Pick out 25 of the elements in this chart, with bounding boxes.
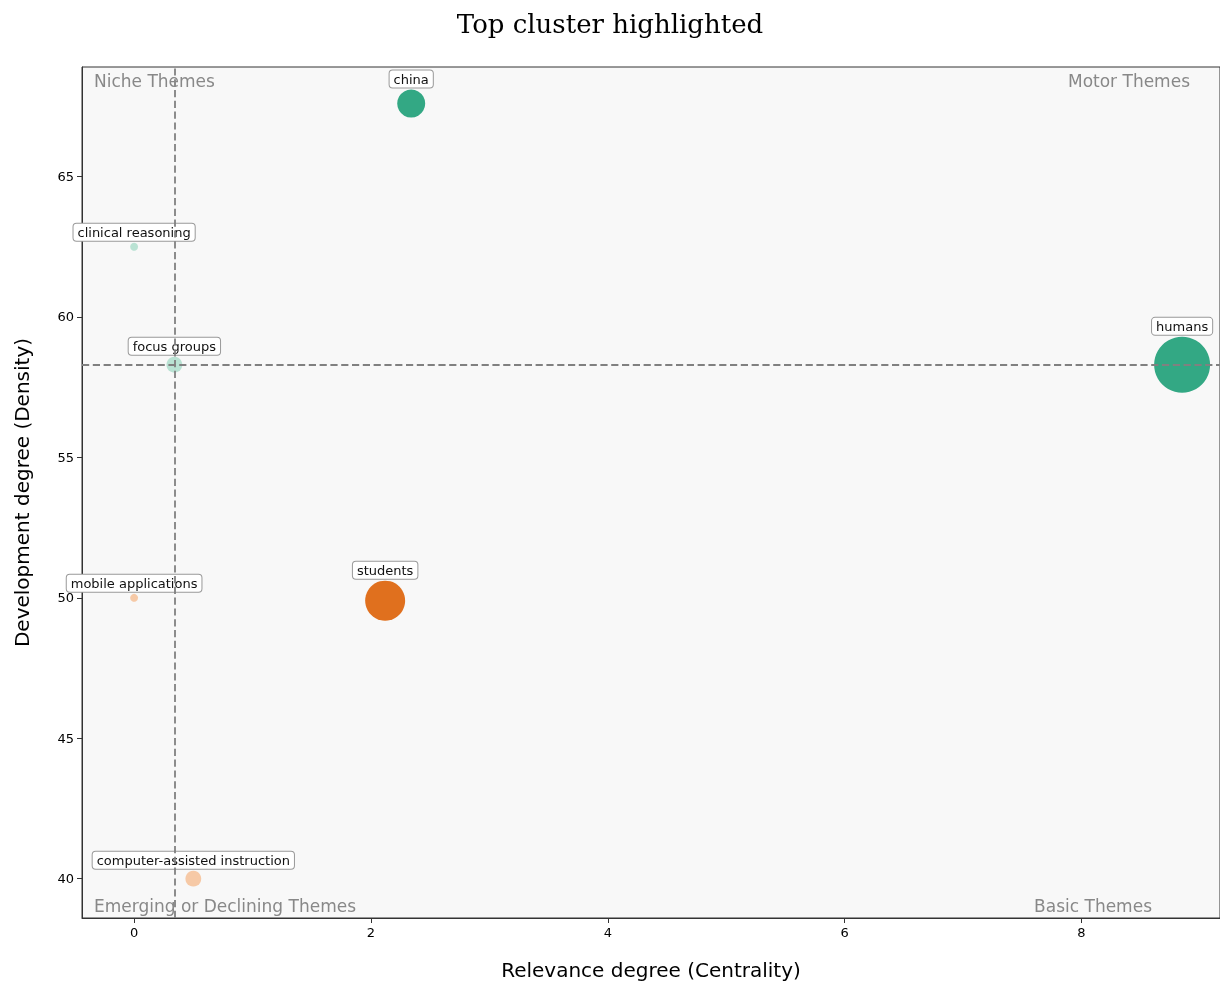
y-tick-label: 55 [57,449,74,465]
x-axis-title: Relevance degree (Centrality) [501,958,801,982]
annotation: Basic Themes [1034,895,1153,916]
series-label: students [356,562,414,578]
series-label: clinical reasoning [77,224,191,240]
series-label: china [393,71,429,87]
y-tick-label: 40 [57,871,74,887]
series-label: mobile applications [70,575,198,591]
y-tick-label: 50 [57,590,74,606]
x-tick-label: 4 [603,925,612,940]
annotation: Emerging or Declining Themes [94,895,357,916]
x-tick-label: 6 [840,925,849,940]
series-label: humans [1156,318,1209,334]
y-tick-label: 65 [57,169,74,185]
annotation: Niche Themes [94,70,216,91]
y-tick-label: 45 [57,730,74,746]
x-tick-label: 8 [1077,925,1086,940]
series-label: focus groups [132,338,217,354]
annotation: Motor Themes [1067,70,1191,91]
y-axis-title: Development degree (Density) [10,337,34,648]
x-tick-label: 2 [366,925,376,940]
series-label: computer-assisted instruction [96,852,290,868]
y-tick-label: 60 [57,309,74,325]
chart-title: Top cluster highlighted [456,9,764,39]
x-tick-label: 0 [129,925,139,940]
